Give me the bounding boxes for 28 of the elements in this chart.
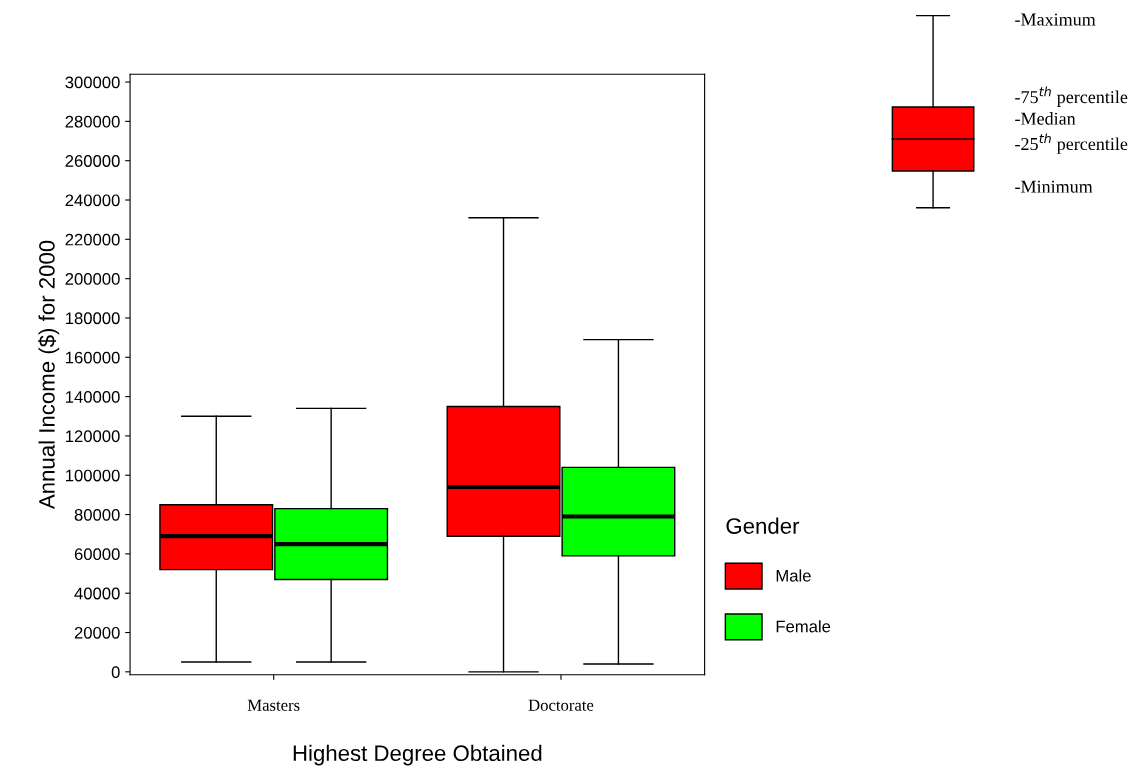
y-tick-label: 180000 bbox=[66, 312, 120, 325]
text: -Median bbox=[1015, 112, 1076, 125]
text: -Maximum bbox=[1015, 13, 1096, 26]
legend-title: Gender bbox=[726, 517, 800, 534]
y-tick-label: 240000 bbox=[65, 194, 120, 207]
y-tick-label: 120000 bbox=[66, 430, 120, 443]
y-tick-label: 220000 bbox=[65, 233, 120, 246]
x-tick-label: Doctorate bbox=[528, 699, 594, 711]
legend-label: Female bbox=[776, 620, 831, 633]
y-tick-label: 100000 bbox=[66, 469, 120, 482]
y-tick-label: 80000 bbox=[74, 508, 120, 521]
y-tick-label: 200000 bbox=[65, 273, 120, 285]
text: -25$^{th}$ percentile bbox=[1015, 133, 1128, 154]
y-tick-label: 280000 bbox=[65, 115, 120, 128]
x-tick-label: Masters bbox=[247, 699, 300, 711]
text: -75$^{th}$ percentile bbox=[1015, 86, 1128, 107]
y-tick-label: 20000 bbox=[74, 626, 120, 639]
y-tick-label: 300000 bbox=[65, 76, 120, 89]
x-axis-title: Highest Degree Obtained bbox=[293, 744, 542, 766]
text: -Minimum bbox=[1015, 180, 1093, 193]
y-tick-label: 260000 bbox=[65, 155, 120, 167]
y-axis-title: Annual Income ($) for 2000 bbox=[38, 240, 60, 510]
y-tick-label: 160000 bbox=[66, 351, 120, 364]
legend-label: Male bbox=[776, 569, 811, 582]
y-tick-label: 40000 bbox=[74, 587, 120, 600]
y-tick-label: 140000 bbox=[66, 391, 120, 403]
y-tick-label: 60000 bbox=[74, 548, 120, 561]
y-tick-label: 0 bbox=[111, 666, 120, 679]
